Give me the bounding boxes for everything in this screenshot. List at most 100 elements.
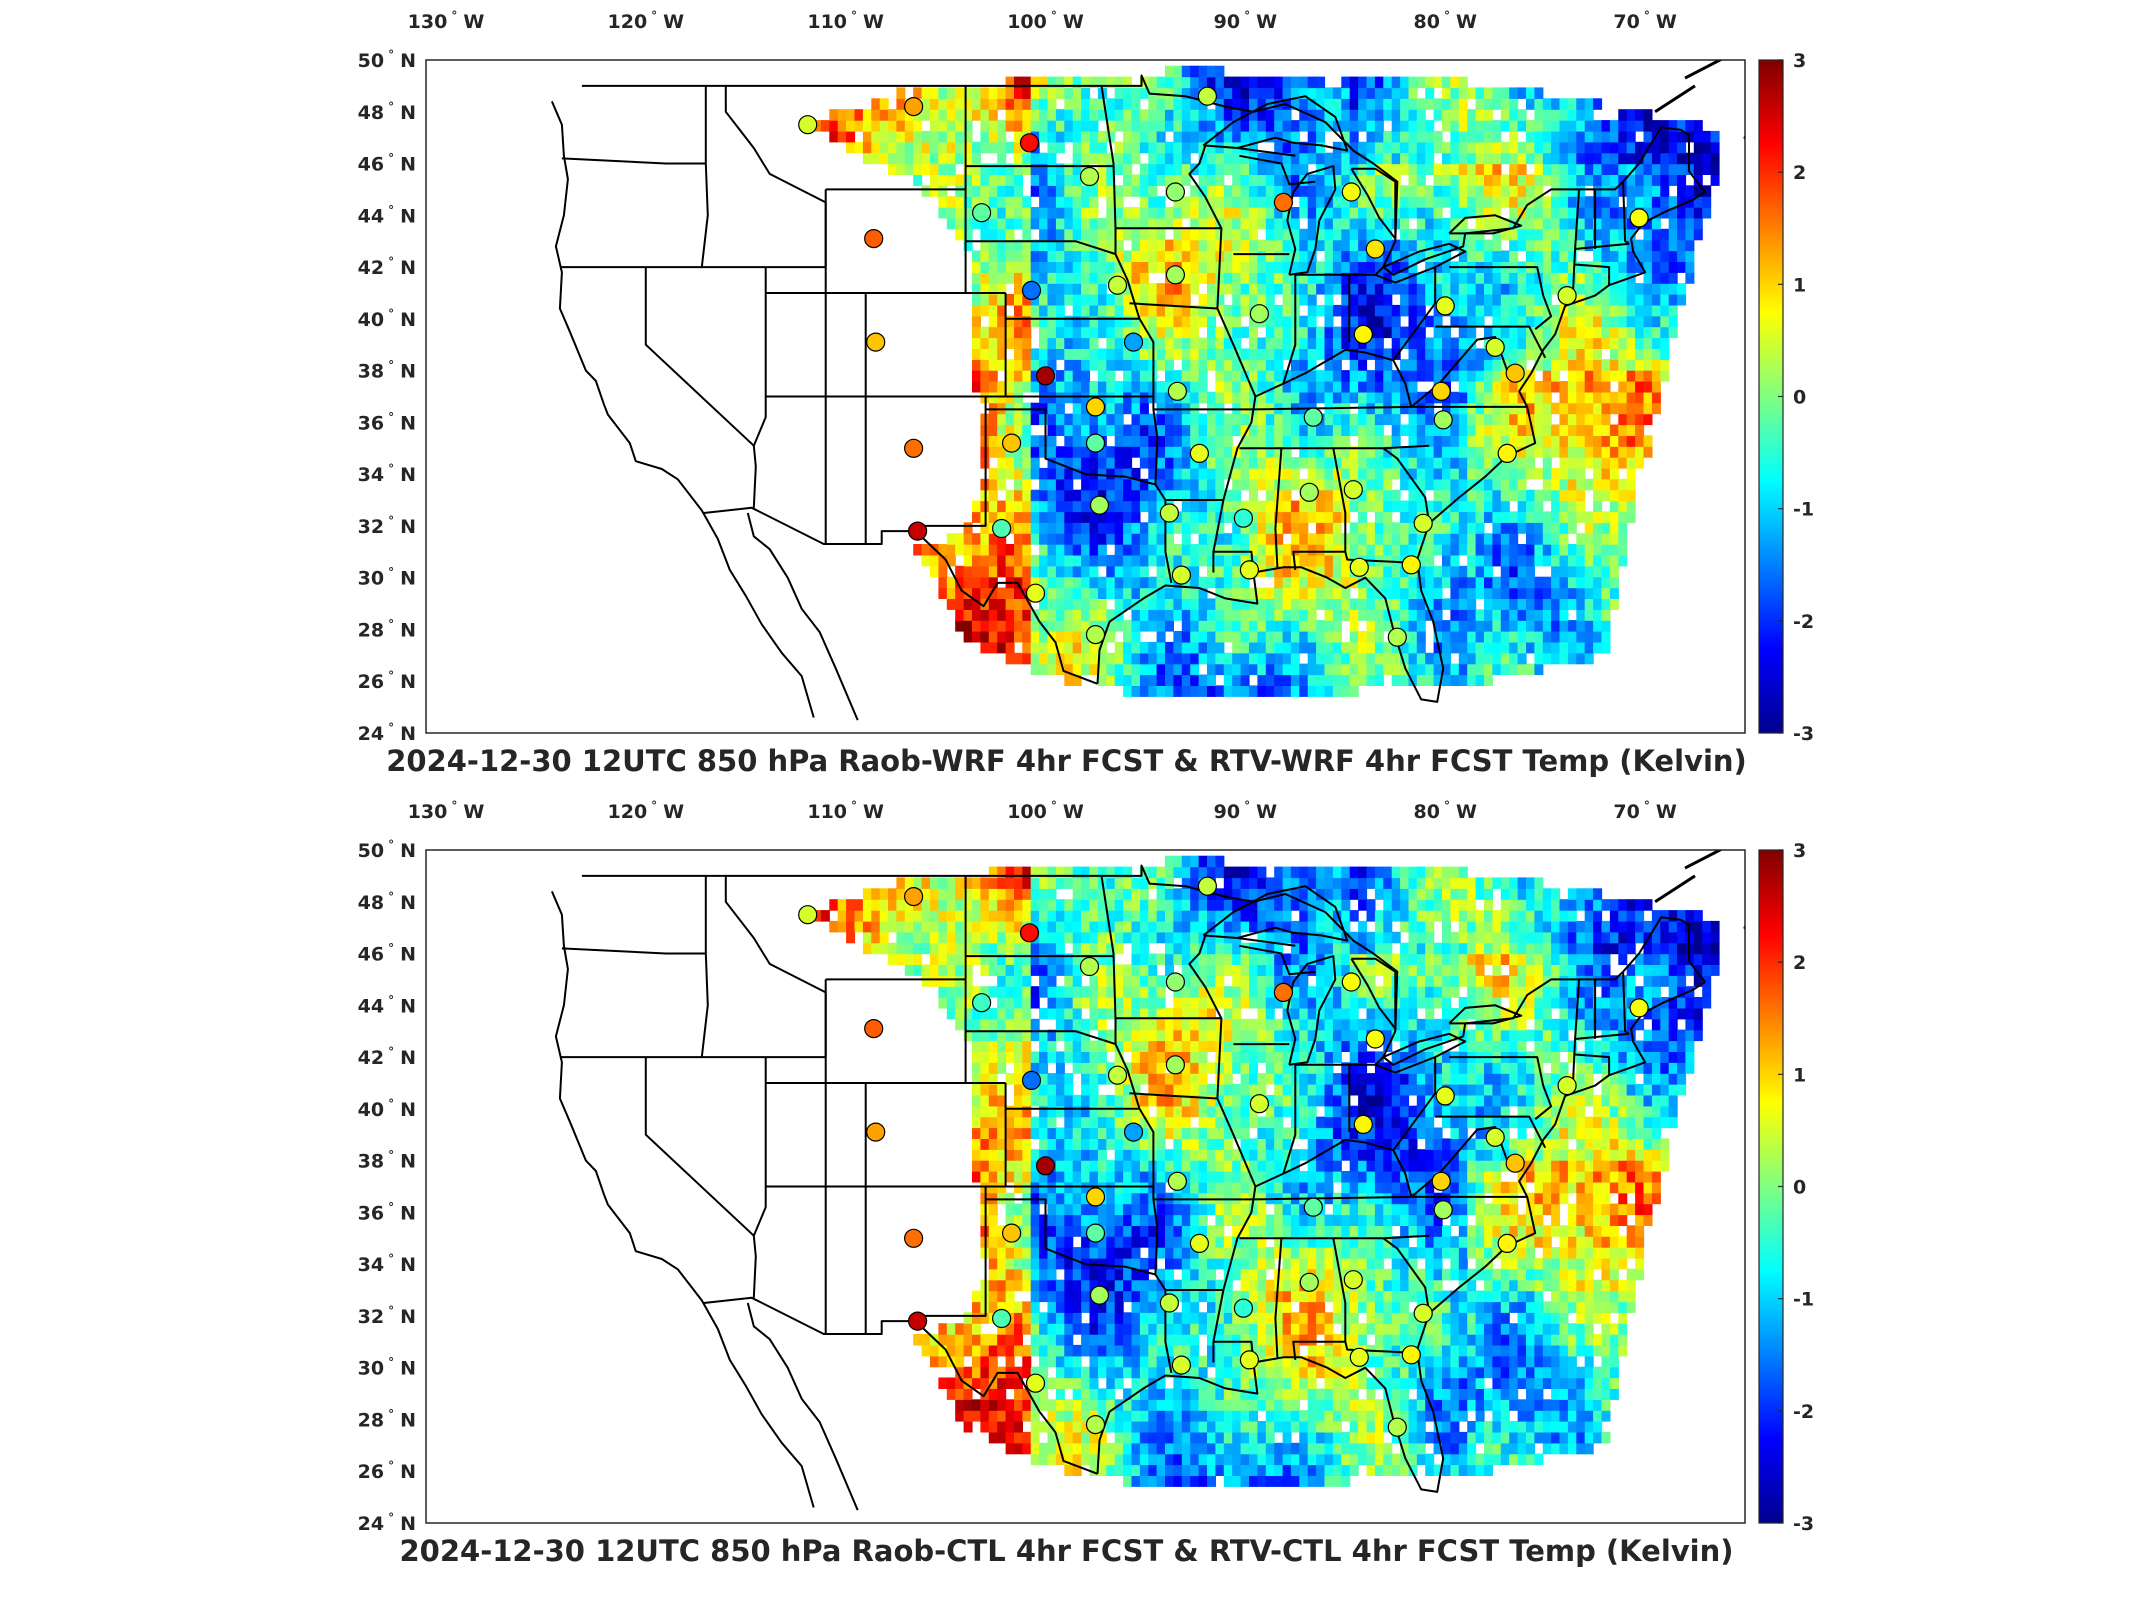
field-cell xyxy=(1265,457,1275,469)
field-cell xyxy=(1223,565,1233,578)
field-cell xyxy=(1014,1410,1023,1422)
field-cell xyxy=(1215,533,1225,545)
field-cell xyxy=(1408,489,1418,502)
field-cell xyxy=(1492,1431,1502,1444)
field-cell xyxy=(1039,283,1049,295)
field-cell xyxy=(1265,413,1275,426)
field-cell xyxy=(963,620,973,632)
field-cell xyxy=(1559,598,1569,610)
field-cell xyxy=(1072,1442,1082,1455)
field-cell xyxy=(1265,467,1275,480)
field-cell xyxy=(1425,554,1435,567)
field-cell xyxy=(1416,663,1426,676)
field-cell xyxy=(1047,402,1057,415)
field-cell xyxy=(1106,250,1116,262)
field-cell xyxy=(1593,228,1603,241)
field-cell xyxy=(1081,413,1091,426)
colorbar-tick-label: 2 xyxy=(1793,162,1806,184)
field-cell xyxy=(1349,98,1359,110)
field-cell xyxy=(1148,185,1158,197)
field-cell xyxy=(1240,294,1250,306)
field-cell xyxy=(1064,109,1074,121)
field-cell xyxy=(1374,435,1384,447)
field-cell xyxy=(1072,272,1082,284)
field-cell xyxy=(1114,674,1124,686)
field-cell xyxy=(1391,489,1401,502)
field-cell xyxy=(1257,620,1267,632)
field-cell xyxy=(1416,348,1426,360)
field-cell xyxy=(1442,196,1451,208)
field-cell xyxy=(1374,402,1384,415)
field-cell xyxy=(1215,1453,1225,1466)
field-cell xyxy=(1450,457,1460,469)
field-cell xyxy=(1030,446,1040,458)
field-cell xyxy=(1635,381,1645,393)
field-cell xyxy=(1274,413,1284,426)
field-cell xyxy=(1475,467,1485,480)
field-cell xyxy=(1022,359,1032,371)
field-cell xyxy=(1332,1410,1342,1422)
field-cell xyxy=(1551,1421,1561,1433)
field-cell xyxy=(1240,544,1250,556)
field-cell xyxy=(1685,217,1695,230)
field-cell xyxy=(1517,424,1527,436)
field-cell xyxy=(1517,228,1527,241)
field-cell xyxy=(1072,500,1082,513)
field-cell xyxy=(946,163,956,175)
field-cell xyxy=(1643,207,1653,219)
field-cell xyxy=(1139,239,1149,252)
field-cell xyxy=(1400,424,1410,436)
field-cell xyxy=(1567,163,1577,175)
field-cell xyxy=(1055,250,1065,262)
field-cell xyxy=(1458,1410,1468,1422)
field-cell xyxy=(1207,272,1216,284)
field-cell xyxy=(1064,87,1074,99)
field-cell xyxy=(1425,76,1435,89)
field-cell xyxy=(1257,87,1267,99)
field-cell xyxy=(1584,337,1594,349)
field-cell xyxy=(1072,130,1082,143)
field-cell xyxy=(1467,239,1477,252)
field-cell xyxy=(1299,424,1309,436)
field-cell xyxy=(1173,598,1183,610)
plot-title-top: 2024-12-30 12UTC 850 hPa Raob-WRF 4hr FC… xyxy=(386,744,1747,778)
field-cell xyxy=(1324,294,1334,306)
field-cell xyxy=(1014,576,1023,589)
field-cell xyxy=(1425,217,1435,230)
field-cell xyxy=(1181,65,1191,78)
field-cell xyxy=(1332,272,1342,284)
field-cell xyxy=(1173,207,1183,219)
field-cell xyxy=(1677,130,1687,143)
field-cell xyxy=(1190,326,1200,339)
field-cell xyxy=(1123,533,1133,545)
great-lake-shoreline xyxy=(1448,214,1523,235)
field-cell xyxy=(972,217,981,230)
field-cell xyxy=(1651,304,1661,317)
field-cell xyxy=(1408,109,1418,121)
field-cell xyxy=(1551,1442,1561,1455)
field-cell xyxy=(1198,1464,1208,1476)
field-cell xyxy=(1072,565,1082,578)
field-cell xyxy=(1584,435,1594,447)
field-cell xyxy=(1576,326,1586,339)
field-cell xyxy=(1240,1464,1250,1476)
field-cell xyxy=(1324,1410,1334,1422)
field-cell xyxy=(1316,283,1326,295)
field-cell xyxy=(1374,1421,1384,1433)
field-cell xyxy=(1408,163,1418,175)
field-cell xyxy=(1198,522,1208,534)
field-cell xyxy=(1534,435,1544,447)
field-cell xyxy=(1215,185,1225,197)
field-cell xyxy=(1400,1442,1410,1455)
field-cell xyxy=(1232,381,1242,393)
field-cell xyxy=(1165,467,1174,480)
field-cell xyxy=(1114,1453,1124,1466)
field-cell xyxy=(1064,163,1074,175)
field-cell xyxy=(904,120,914,132)
field-cell xyxy=(1467,370,1477,382)
field-cell xyxy=(1055,370,1065,382)
field-cell xyxy=(1156,348,1166,360)
field-cell xyxy=(1492,1453,1502,1466)
field-cell xyxy=(1190,109,1200,121)
field-cell xyxy=(1324,620,1334,632)
